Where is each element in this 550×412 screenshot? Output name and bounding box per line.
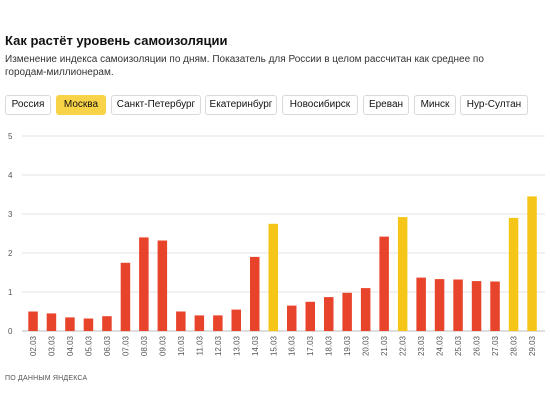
x-tick-label: 24.03 bbox=[436, 335, 445, 356]
bar-29.03 bbox=[527, 196, 537, 331]
bar-02.03 bbox=[28, 311, 38, 331]
tab-yekaterinburg[interactable]: Екатеринбург bbox=[205, 95, 277, 115]
source-note: ПО ДАННЫМ ЯНДЕКСА bbox=[5, 375, 88, 382]
bar-26.03 bbox=[471, 281, 482, 331]
x-tick-label: 11.03 bbox=[195, 335, 204, 355]
x-tick-label: 26.03 bbox=[473, 335, 482, 356]
x-tick-label: 21.03 bbox=[380, 335, 389, 356]
y-tick-label: 3 bbox=[8, 210, 13, 219]
chart-labels: 0 1 2 3 4 5 02.03 03.03 04.03 05.03 06.03 07.03 08.0… bbox=[8, 132, 537, 356]
tab-russia[interactable]: Россия bbox=[5, 95, 51, 115]
bar-16.03 bbox=[287, 305, 297, 331]
bar-04.03 bbox=[65, 317, 75, 331]
bar-08.03 bbox=[139, 237, 149, 331]
y-tick-label: 0 bbox=[8, 327, 13, 336]
tab-saint-petersburg[interactable]: Санкт-Петербург bbox=[111, 95, 201, 115]
bar-24.03 bbox=[434, 279, 445, 331]
x-tick-label: 12.03 bbox=[214, 335, 223, 356]
x-tick-label: 16.03 bbox=[288, 335, 297, 356]
bar-27.03 bbox=[490, 281, 500, 331]
x-tick-label: 07.03 bbox=[121, 335, 130, 356]
bar-23.03 bbox=[416, 277, 426, 331]
x-tick-label: 02.03 bbox=[29, 335, 38, 356]
chart-bars bbox=[28, 196, 537, 332]
y-tick-label: 1 bbox=[8, 288, 13, 297]
tab-minsk[interactable]: Минск bbox=[414, 95, 456, 115]
x-tick-label: 04.03 bbox=[66, 335, 75, 356]
x-tick-label: 09.03 bbox=[158, 335, 167, 356]
tab-nur-sultan[interactable]: Нур-Султан bbox=[460, 95, 528, 115]
x-tick-label: 29.03 bbox=[528, 335, 537, 356]
x-tick-label: 14.03 bbox=[251, 335, 260, 356]
bar-13.03 bbox=[231, 309, 241, 331]
bar-14.03 bbox=[250, 256, 260, 331]
bar-12.03 bbox=[213, 315, 223, 331]
x-tick-label: 03.03 bbox=[48, 335, 57, 356]
x-tick-label: 18.03 bbox=[325, 335, 334, 356]
x-tick-label: 08.03 bbox=[140, 335, 149, 356]
x-tick-label: 27.03 bbox=[491, 335, 500, 356]
y-tick-label: 4 bbox=[8, 171, 13, 180]
x-tick-label: 10.03 bbox=[177, 335, 186, 356]
bar-06.03 bbox=[102, 316, 112, 331]
x-tick-label: 05.03 bbox=[84, 335, 93, 356]
bar-11.03 bbox=[194, 315, 205, 331]
bar-10.03 bbox=[176, 311, 186, 331]
bar-25.03 bbox=[453, 279, 463, 331]
x-tick-label: 19.03 bbox=[343, 335, 352, 356]
bar-22.03 bbox=[397, 217, 408, 331]
bar-20.03 bbox=[360, 288, 371, 331]
x-tick-label: 06.03 bbox=[103, 335, 112, 356]
bar-21.03 bbox=[379, 236, 389, 331]
bar-09.03 bbox=[157, 240, 168, 331]
bar-15.03 bbox=[268, 223, 278, 332]
x-tick-label: 28.03 bbox=[510, 335, 519, 356]
bar-18.03 bbox=[324, 297, 334, 331]
x-tick-label: 17.03 bbox=[306, 335, 315, 356]
x-tick-label: 23.03 bbox=[417, 335, 426, 356]
y-tick-label: 5 bbox=[8, 132, 13, 141]
chart-subtitle: Изменение индекса самоизоляции по дням. … bbox=[5, 54, 484, 78]
bar-03.03 bbox=[46, 313, 57, 331]
y-tick-label: 2 bbox=[8, 249, 13, 258]
tab-yerevan[interactable]: Ереван bbox=[363, 95, 409, 115]
x-tick-label: 20.03 bbox=[362, 335, 371, 356]
tab-moscow[interactable]: Москва bbox=[56, 95, 106, 115]
x-tick-label: 25.03 bbox=[454, 335, 463, 356]
chart-title: Как растёт уровень самоизоляции bbox=[5, 33, 228, 48]
bar-05.03 bbox=[83, 318, 94, 331]
chart-grid bbox=[22, 135, 545, 332]
bar-07.03 bbox=[120, 262, 131, 332]
bar-17.03 bbox=[305, 301, 315, 332]
tab-novosibirsk[interactable]: Новосибирск bbox=[282, 95, 358, 115]
bar-19.03 bbox=[342, 292, 352, 331]
x-tick-label: 13.03 bbox=[232, 335, 241, 356]
x-tick-label: 22.03 bbox=[399, 335, 408, 356]
x-tick-label: 15.03 bbox=[269, 335, 278, 356]
bar-28.03 bbox=[508, 217, 519, 331]
